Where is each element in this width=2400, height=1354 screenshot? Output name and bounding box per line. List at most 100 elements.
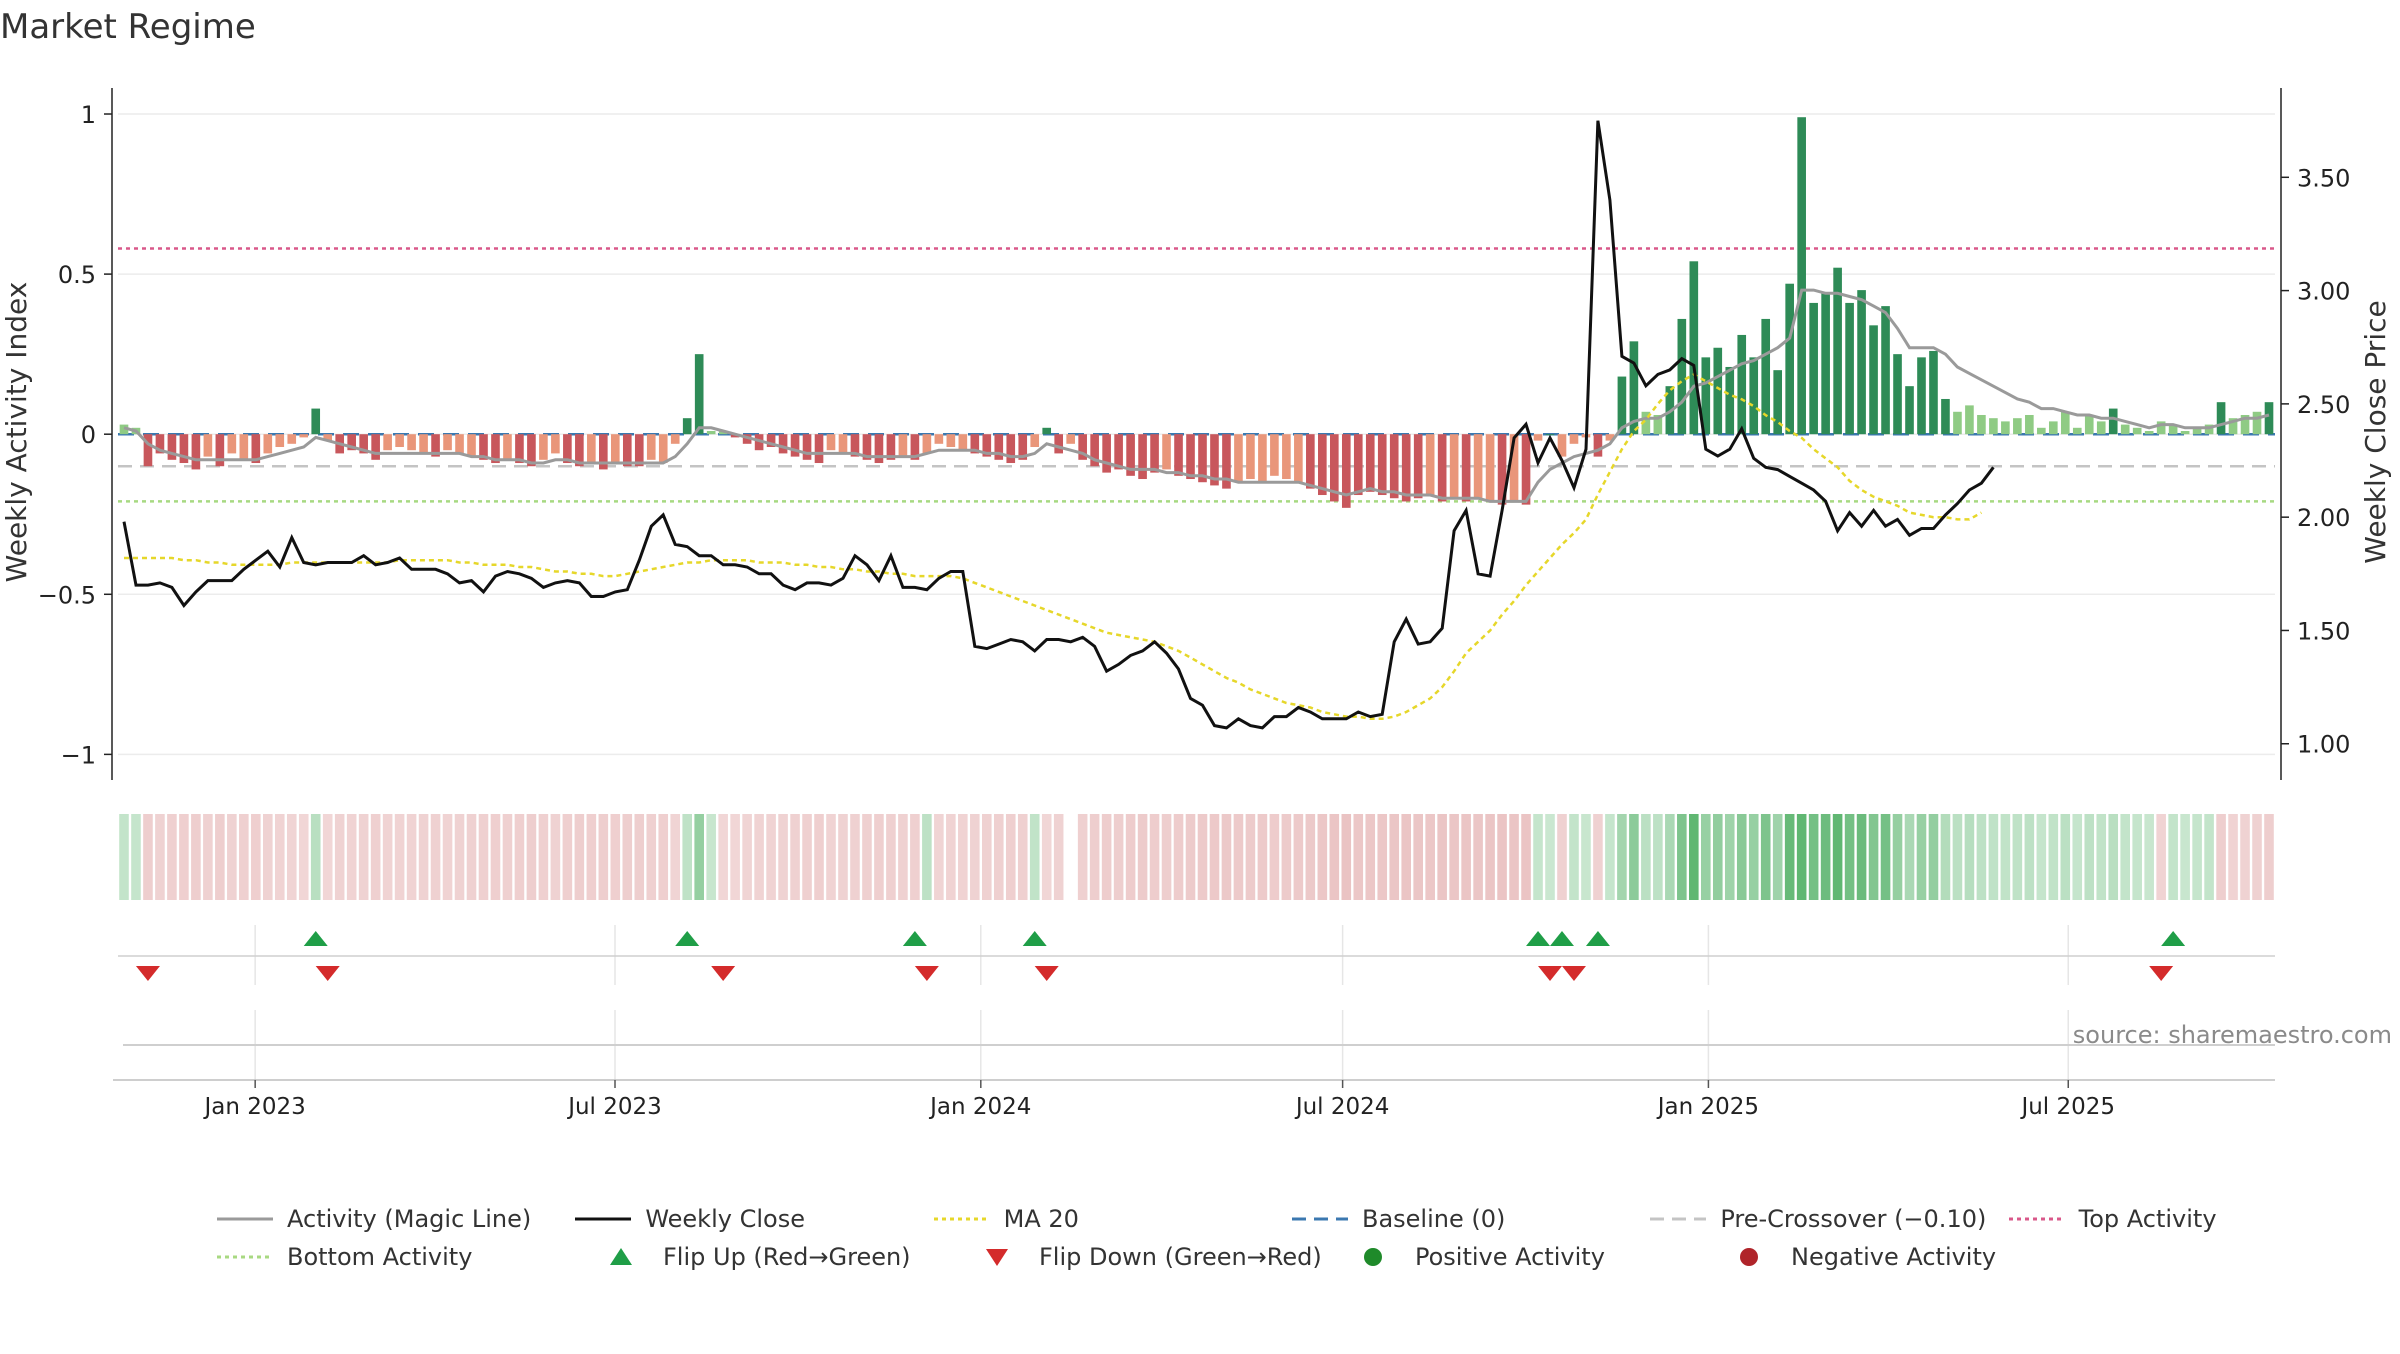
regime-cell (1976, 814, 1987, 900)
x-tick-label: Jan 2023 (203, 1094, 306, 1120)
regime-cell (1641, 814, 1651, 900)
activity-bar (563, 434, 572, 464)
regime-cell (1796, 814, 1807, 900)
activity-bar (227, 434, 237, 454)
y-tick-label-right: 1.00 (2297, 731, 2350, 759)
regime-cell (1617, 814, 1627, 900)
regime-cell (2252, 814, 2262, 900)
y-tick-label-right: 3.00 (2297, 278, 2350, 306)
activity-bar (1389, 434, 1399, 499)
activity-bar (874, 434, 884, 464)
activity-bar (515, 434, 524, 464)
regime-cell (2012, 814, 2023, 900)
activity-bar (1509, 434, 1519, 502)
x-tick-label: Jul 2023 (566, 1094, 662, 1120)
activity-bar (1306, 434, 1315, 489)
regime-cell (2144, 814, 2154, 900)
regime-cell (2180, 814, 2190, 900)
regime-cell (1593, 814, 1603, 900)
activity-bar (610, 434, 620, 464)
regime-cell (442, 814, 453, 900)
activity-bar (239, 434, 249, 460)
activity-bar (1929, 350, 1938, 435)
activity-bar (862, 434, 872, 460)
activity-bar (479, 434, 488, 460)
regime-cell (298, 814, 309, 900)
regime-cell (1736, 814, 1747, 900)
regime-cell (1772, 814, 1783, 900)
regime-cell (646, 814, 657, 900)
regime-cell (778, 814, 788, 900)
chart-title: Market Regime (0, 7, 256, 47)
activity-bar (1953, 411, 1962, 435)
flip-up-marker (1585, 931, 1610, 946)
activity-bar (994, 434, 1004, 460)
activity-bar (946, 434, 956, 448)
regime-cell (1485, 814, 1495, 900)
activity-bar (503, 434, 512, 460)
regime-cell (562, 814, 573, 900)
regime-cell (1569, 814, 1579, 900)
activity-bar (2120, 424, 2130, 435)
regime-cell (1988, 814, 1999, 900)
regime-cell (1401, 814, 1412, 900)
activity-bar (587, 434, 596, 464)
y-tick-label-left: −0.5 (38, 581, 96, 609)
activity-bar (850, 434, 860, 457)
activity-bar (2108, 408, 2118, 435)
activity-bar (1126, 434, 1135, 476)
activity-bar (1989, 418, 1998, 435)
activity-bar (1078, 434, 1087, 460)
activity-bar (1713, 347, 1723, 435)
regime-cell (155, 814, 165, 900)
activity-bar (539, 434, 548, 460)
axes: 1 0.5 0 −0.5 −1 3.50 3.00 2.50 2.00 1.50 1.00 (38, 88, 2350, 780)
regime-cell (814, 814, 824, 900)
line-solid-black-icon (573, 1209, 633, 1229)
regime-cell (538, 814, 549, 900)
regime-cell (1689, 814, 1699, 900)
regime-cell (322, 814, 333, 900)
activity-bar (982, 434, 992, 457)
regime-cell (490, 814, 501, 900)
regime-cell (2108, 814, 2119, 900)
regime-cell (970, 814, 980, 900)
y-tick-label-left: 0.5 (58, 261, 96, 289)
legend-item: Positive Activity (1343, 1243, 1719, 1271)
weekly-close-line (122, 120, 1995, 730)
regime-cell (1509, 814, 1519, 900)
activity-bar (646, 434, 656, 460)
activity-bar (2192, 427, 2202, 435)
legend-triangle (610, 1248, 632, 1265)
activity-bar (1749, 357, 1759, 435)
regime-cell (718, 814, 728, 900)
regime-cell (1868, 814, 1879, 900)
regime-cell (658, 814, 669, 900)
activity-bar (1797, 117, 1806, 435)
activity-bar (2013, 418, 2022, 435)
regime-cell (682, 814, 693, 900)
legend-item: Negative Activity (1719, 1243, 2095, 1271)
reference-lines (118, 247, 2275, 503)
regime-cell (370, 814, 381, 900)
legend-item: Flip Up (Red→Green) (591, 1243, 967, 1271)
regime-cell (1125, 814, 1136, 900)
activity-bar (215, 434, 225, 467)
activity-bar (886, 434, 896, 460)
activity-bar (718, 430, 728, 435)
regime-cell (1952, 814, 1963, 900)
regime-cell (574, 814, 585, 900)
regime-cell (910, 814, 920, 900)
activity-bar (1857, 290, 1866, 435)
activity-bar (431, 434, 440, 457)
line-dashed-blue-icon (1290, 1209, 1350, 1229)
regime-cell (694, 814, 704, 900)
activity-bar (670, 434, 680, 444)
activity-bar (910, 434, 920, 460)
activity-bar (443, 434, 452, 451)
regime-cell (2156, 814, 2166, 900)
activity-bar (658, 434, 668, 464)
regime-cell (2228, 814, 2238, 900)
y-tick-label-left: −1 (61, 741, 96, 769)
activity-bar (1006, 434, 1016, 464)
